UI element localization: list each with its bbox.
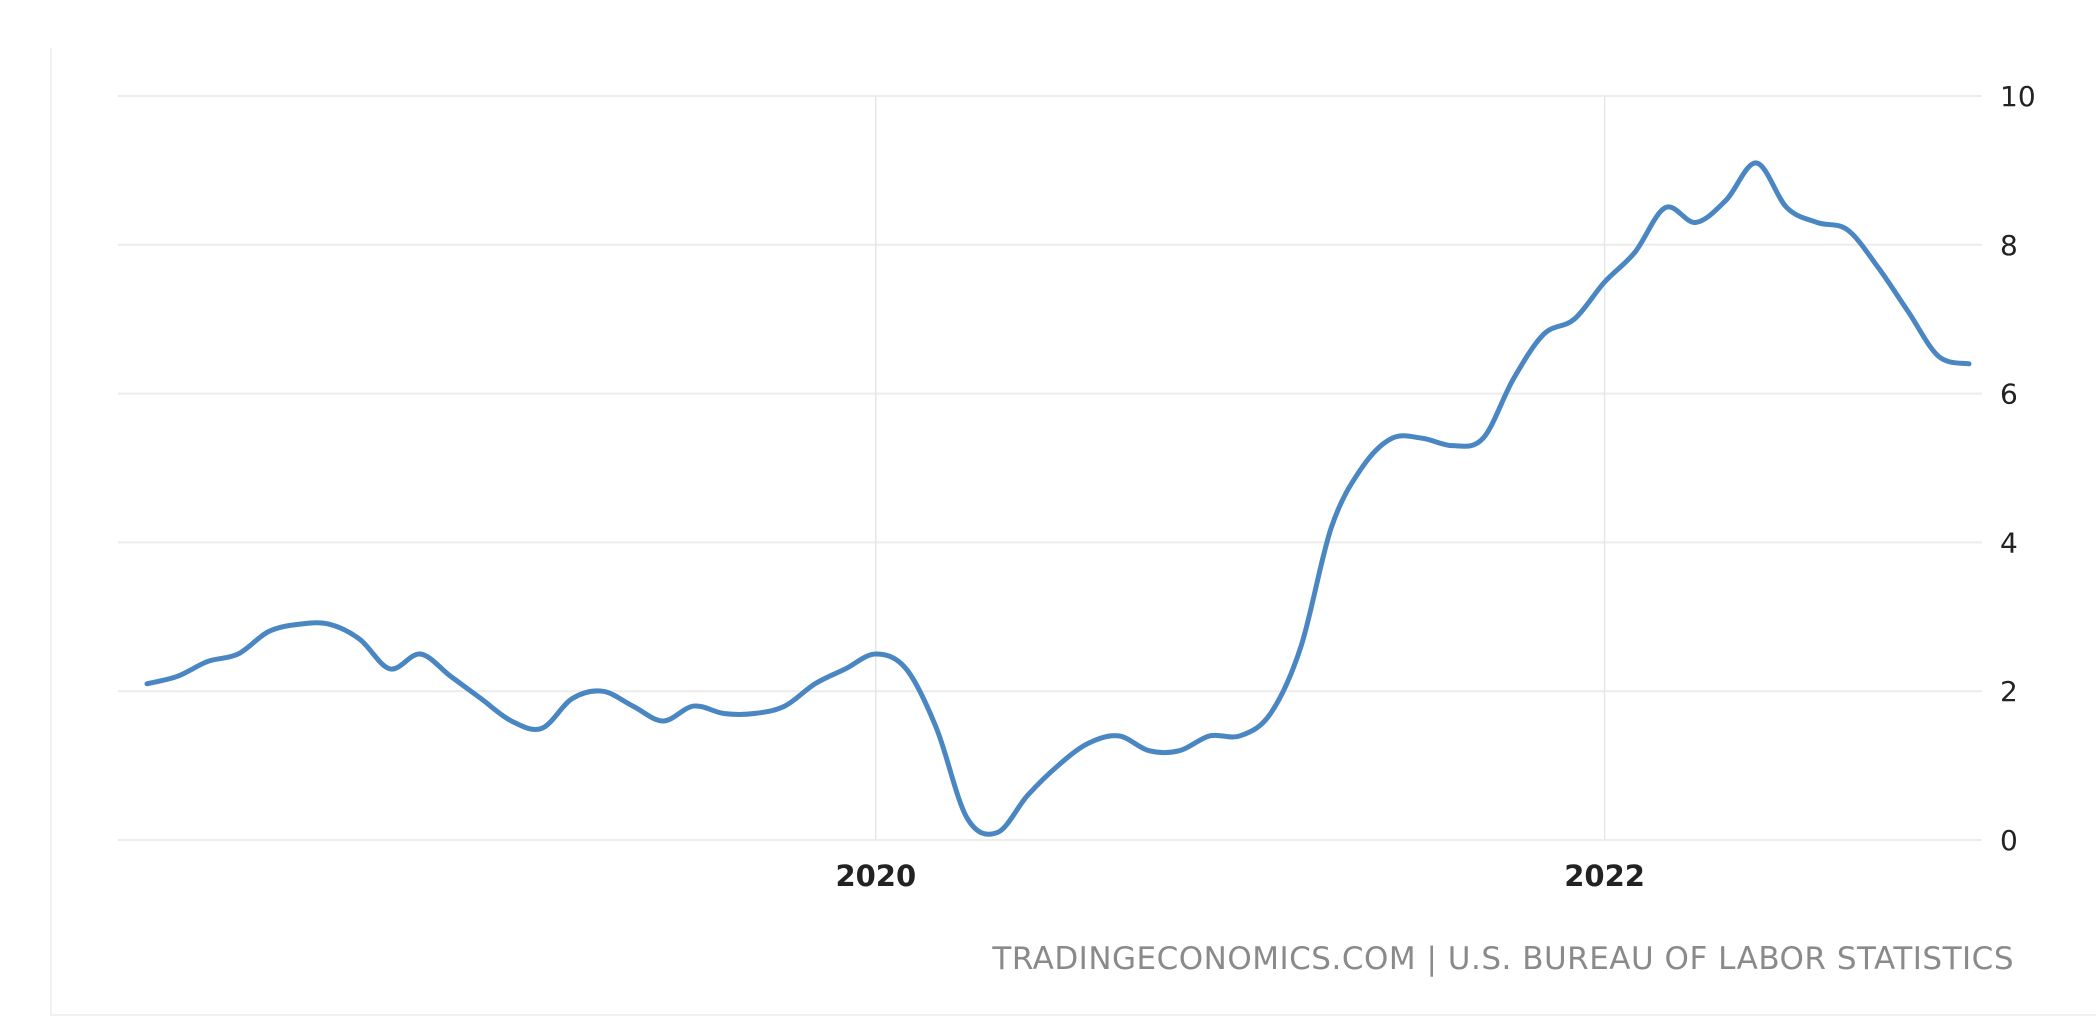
series-line-0 — [144, 160, 1972, 837]
line-chart: 0 2 4 6 8 10 2020 2022 — [118, 80, 2036, 893]
y-axis-ticks: 0 2 4 6 8 10 — [2000, 80, 2036, 857]
x-axis-ticks: 2020 2022 — [835, 859, 1645, 893]
y-tick-label-0: 0 — [2000, 824, 2018, 857]
series-layer — [144, 160, 1972, 837]
y-tick-label-4: 4 — [2000, 526, 2018, 559]
gridlines — [118, 95, 1982, 841]
x-tick-label-2022: 2022 — [1564, 859, 1645, 893]
y-tick-label-10: 10 — [2000, 80, 2036, 113]
x-tick-label-2020: 2020 — [835, 859, 916, 893]
y-tick-label-6: 6 — [2000, 378, 2018, 411]
source-note: TRADINGECONOMICS.COM | U.S. BUREAU OF LA… — [992, 941, 2014, 977]
chart-frame: 0 2 4 6 8 10 2020 2022 — [50, 48, 2096, 1016]
y-tick-label-8: 8 — [2000, 229, 2018, 262]
x-gridlines — [875, 96, 1606, 840]
y-tick-label-2: 2 — [2000, 675, 2018, 708]
